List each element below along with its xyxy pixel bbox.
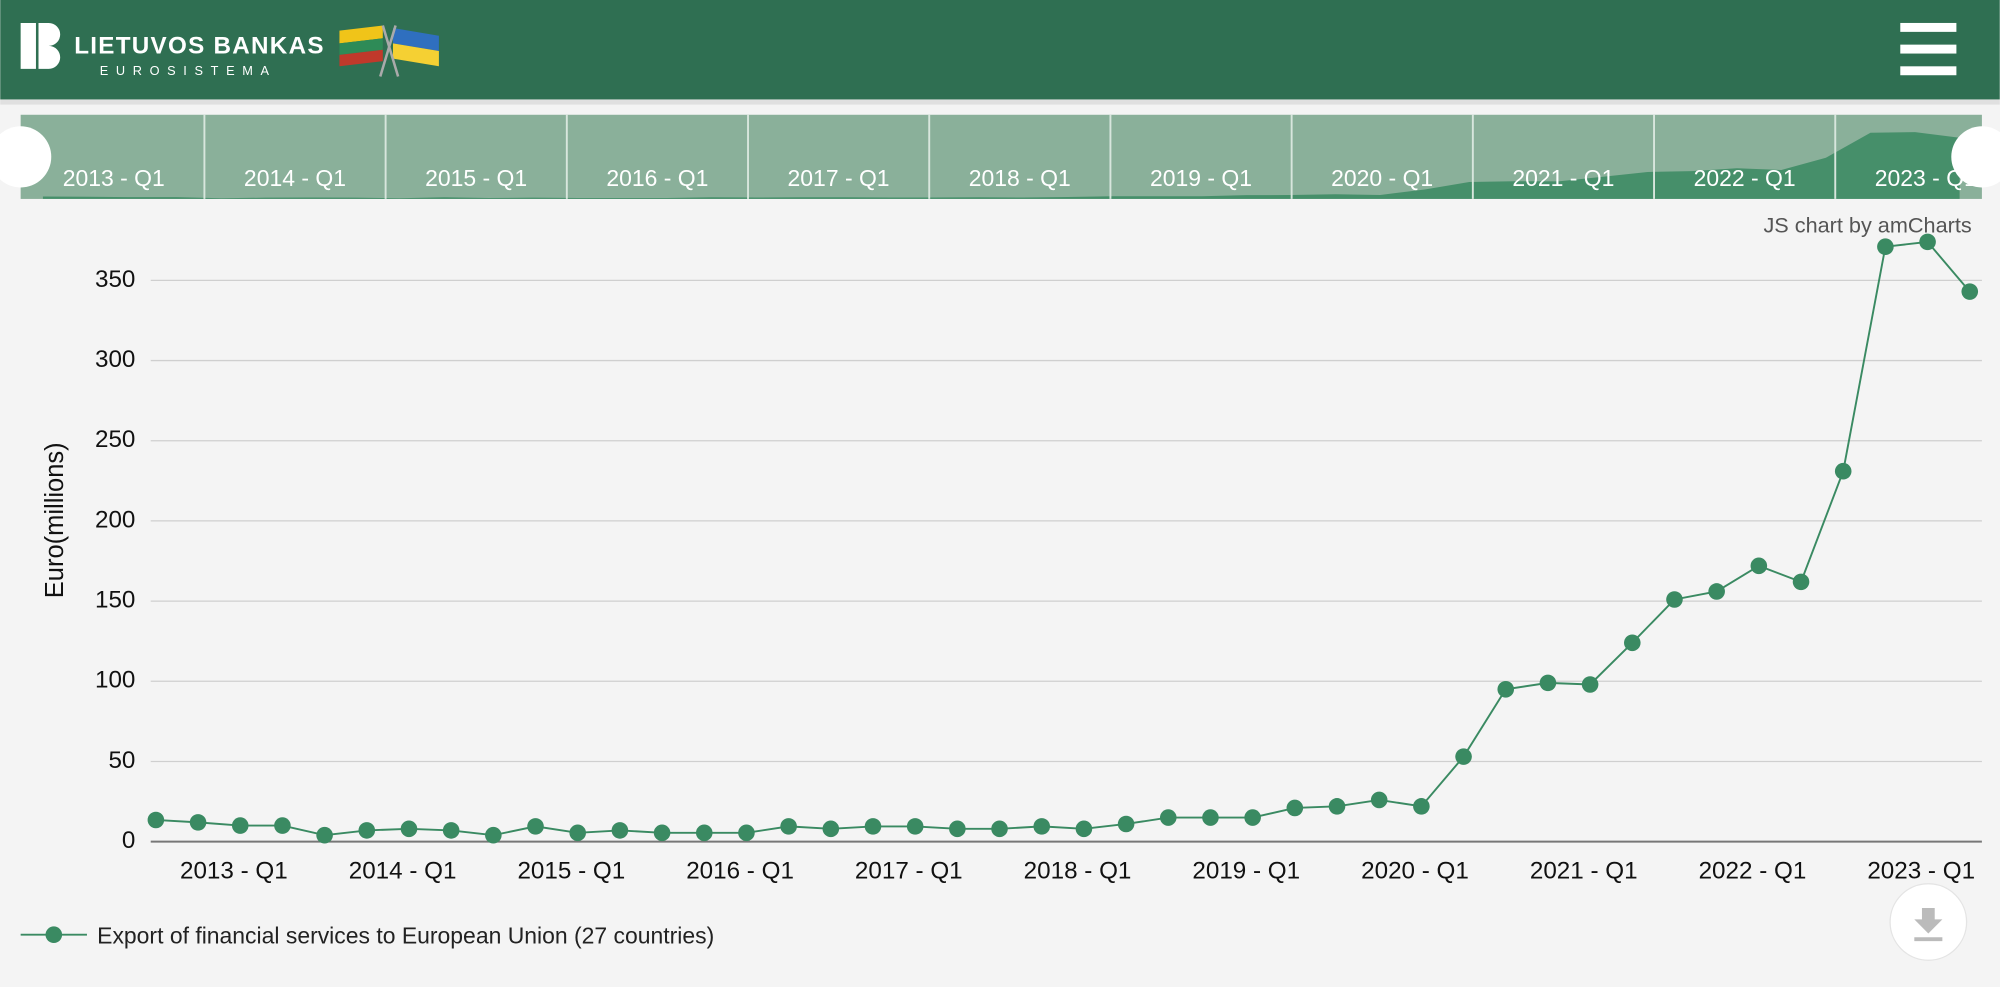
plot: 0 50 100 150 200 250 300 350 2013 - Q1 2014 - Q1 2… [95,233,1982,885]
y-tick-label: 50 [108,747,135,774]
data-point [1244,809,1261,826]
scrollbar-label: 2022 - Q1 [1694,165,1796,191]
data-point [1750,557,1768,575]
y-tick-label: 100 [95,667,135,694]
data-point [822,820,840,838]
scrollbar-label: 2015 - Q1 [425,165,527,191]
data-point [1624,634,1641,652]
x-tick-label: 2013 - Q1 [180,858,288,885]
x-tick-label: 2019 - Q1 [1192,858,1300,885]
x-tick-label: 2017 - Q1 [855,858,963,885]
data-point [1286,799,1304,817]
data-point [1919,233,1936,251]
data-point [738,824,755,842]
data-point [569,824,586,842]
data-point [949,820,966,838]
data-point [1033,818,1051,835]
scrollbar-label: 2013 - Q1 [63,165,165,191]
logo[interactable]: LIETUVOS BANKAS EUROSISTEMA [20,22,439,78]
y-axis-label: Euro(millions) [41,442,69,598]
series-line [155,240,1971,837]
data-point [1328,798,1346,815]
menu-bar [1900,22,1957,32]
data-point [1413,798,1430,815]
download-button[interactable] [1889,883,1968,961]
x-tick-label: 2022 - Q1 [1699,858,1807,885]
data-point [1455,748,1472,765]
download-icon [1914,907,1943,942]
data-point [485,826,502,844]
x-tick-label: 2023 - Q1 [1867,858,1975,885]
data-point [1202,809,1219,826]
x-tick-label: 2021 - Q1 [1530,858,1638,885]
data-point [1539,674,1557,692]
data-point [1370,791,1388,809]
brand: LIETUVOS BANKAS [74,33,325,60]
logo-mark [20,22,61,69]
y-tick-label: 300 [95,346,135,373]
data-point [442,822,460,839]
scrollbar-grip-right[interactable] [1951,126,2000,188]
data-point [1497,681,1515,698]
menu-bar [1900,44,1957,54]
scrollbar-label: 2020 - Q1 [1331,165,1433,191]
y-tick-label: 0 [122,827,135,854]
scrollbar-label: 2016 - Q1 [606,165,708,191]
credit: JS chart by amCharts [1763,213,1971,238]
data-point [611,822,629,839]
x-tick-label: 2014 - Q1 [349,858,457,885]
data-point [1877,238,1894,255]
menu-button[interactable] [1900,22,1957,76]
data-point [864,818,882,835]
scrollbar-label: 2021 - Q1 [1512,165,1614,191]
data-point [695,824,713,842]
data-point [1961,283,1979,300]
data-point [527,818,544,835]
data-point [231,817,249,834]
header-shadow [0,99,2000,105]
subbrand: EUROSISTEMA [100,63,277,78]
x-tick-label: 2015 - Q1 [517,858,625,885]
data-point [1666,591,1683,608]
x-tick-label: 2018 - Q1 [1024,858,1132,885]
x-tick-label: 2020 - Q1 [1361,858,1469,885]
data-point [1834,462,1852,480]
data-point [780,818,797,835]
y-tick-label: 250 [95,426,135,453]
scrollbar-label: 2014 - Q1 [244,165,346,191]
data-point [358,822,376,839]
data-point [147,811,165,829]
data-point [991,820,1008,838]
data-point [316,826,333,844]
data-point [1708,583,1725,600]
scrollbar-label: 2018 - Q1 [969,165,1071,191]
data-point [906,818,924,835]
y-tick-label: 200 [95,506,135,533]
scrollbar-content: 2013 - Q1 2014 - Q1 2015 - Q1 2016 - Q1 2017… [42,114,1977,199]
menu-bar [1900,66,1957,76]
y-tick-label: 150 [95,586,135,613]
x-tick-label: 2016 - Q1 [686,858,794,885]
legend-marker [45,926,63,944]
legend-label: Export of financial services to European… [97,922,714,948]
data-point [653,824,671,842]
data-point [1792,573,1810,591]
data-point [400,820,418,838]
scrollbar-area [42,132,1960,199]
scrollbar-grip-left[interactable] [0,126,52,188]
data-point [1117,815,1135,833]
data-point [274,817,291,834]
y-tick-label: 350 [95,266,135,293]
flags [339,25,439,77]
data-point [1075,820,1093,838]
scrollbar-label: 2017 - Q1 [788,165,890,191]
scrollbar-label: 2019 - Q1 [1150,165,1252,191]
data-point [1581,676,1599,693]
header-bar [0,0,2000,100]
legend[interactable]: Export of financial services to European… [20,922,715,948]
data-point [189,814,207,831]
data-point [1159,809,1177,826]
